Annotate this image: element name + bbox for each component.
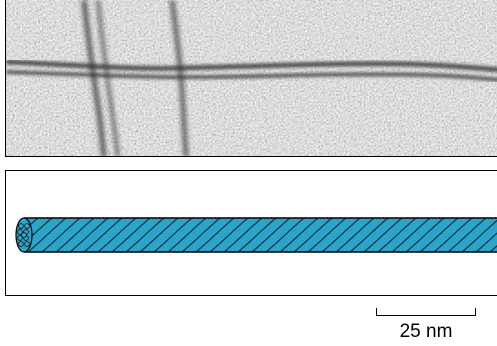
scale-bar-label: 25 nm bbox=[399, 321, 453, 342]
scale-bar-line bbox=[376, 308, 476, 316]
micrograph-image bbox=[6, 0, 497, 156]
helical-stripes bbox=[24, 218, 497, 252]
scale-bar: 25 nm bbox=[374, 308, 478, 344]
electron-micrograph-panel bbox=[5, 0, 497, 157]
helical-filament-cylinder-icon bbox=[15, 217, 497, 253]
filament-model-panel bbox=[5, 170, 497, 296]
vertical-filament bbox=[81, 0, 189, 156]
horizontal-filament bbox=[6, 59, 497, 82]
